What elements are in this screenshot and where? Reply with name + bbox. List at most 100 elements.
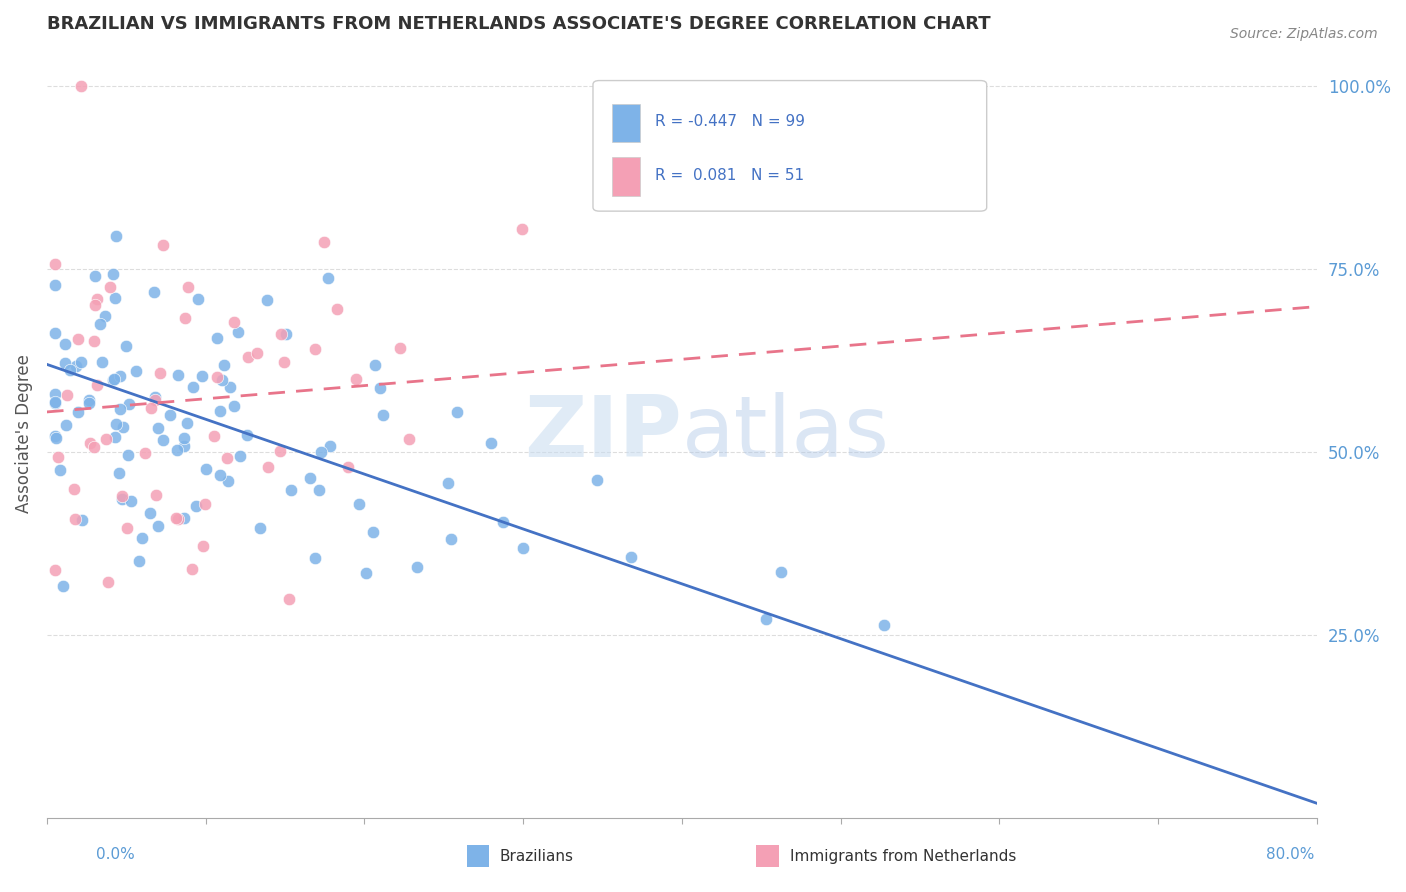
Point — [65, 359, 87, 374]
Point — [273, 355, 295, 369]
Point — [70, 355, 93, 369]
Point — [46, 450, 69, 464]
Point — [311, 445, 333, 459]
Point — [436, 476, 458, 491]
Point — [118, 397, 141, 411]
Point — [755, 611, 778, 625]
Point — [108, 466, 131, 480]
Text: ZIP: ZIP — [524, 392, 682, 475]
Point — [101, 267, 124, 281]
Point — [219, 380, 242, 394]
Point — [228, 450, 250, 464]
Point — [104, 430, 127, 444]
Text: BRAZILIAN VS IMMIGRANTS FROM NETHERLANDS ASSOCIATE'S DEGREE CORRELATION CHART: BRAZILIAN VS IMMIGRANTS FROM NETHERLANDS… — [46, 15, 990, 33]
Point — [180, 561, 202, 575]
Point — [194, 497, 217, 511]
Point — [368, 381, 391, 395]
Point — [77, 396, 100, 410]
Point — [361, 524, 384, 539]
Point — [52, 579, 75, 593]
Point — [112, 420, 135, 434]
Bar — [612, 103, 640, 142]
Point — [479, 436, 502, 450]
Point — [166, 443, 188, 458]
Point — [108, 401, 131, 416]
Point — [149, 366, 172, 380]
Point — [108, 369, 131, 384]
Point — [205, 370, 228, 384]
Point — [77, 392, 100, 407]
Point — [159, 408, 181, 422]
Point — [128, 554, 150, 568]
Point — [246, 345, 269, 359]
Point — [304, 551, 326, 566]
Point — [53, 356, 76, 370]
Point — [181, 380, 204, 394]
Text: 80.0%: 80.0% — [1267, 847, 1315, 862]
Point — [103, 372, 125, 386]
Point — [406, 559, 429, 574]
Point — [194, 462, 217, 476]
Point — [125, 364, 148, 378]
Point — [79, 436, 101, 450]
Point — [398, 432, 420, 446]
Point — [319, 439, 342, 453]
Point — [86, 378, 108, 392]
Point — [101, 373, 124, 387]
Point — [280, 483, 302, 497]
Point — [388, 341, 411, 355]
Point — [492, 515, 515, 529]
Point — [45, 431, 67, 445]
Point — [44, 429, 66, 443]
Point — [224, 399, 246, 413]
Point — [176, 416, 198, 430]
Point — [104, 291, 127, 305]
Point — [117, 448, 139, 462]
Point — [44, 396, 66, 410]
Point — [115, 521, 138, 535]
Point — [354, 566, 377, 580]
Point — [83, 334, 105, 348]
Point — [55, 418, 77, 433]
Point — [89, 317, 111, 331]
Point — [187, 292, 209, 306]
Text: R =  0.081   N = 51: R = 0.081 N = 51 — [655, 168, 804, 183]
Point — [177, 280, 200, 294]
Point — [173, 439, 195, 453]
Point — [59, 363, 82, 377]
Text: 0.0%: 0.0% — [96, 847, 135, 862]
Point — [143, 392, 166, 407]
Point — [70, 79, 93, 94]
Text: Immigrants from Netherlands: Immigrants from Netherlands — [790, 849, 1017, 863]
Point — [91, 355, 114, 369]
Point — [145, 488, 167, 502]
Point — [44, 386, 66, 401]
Point — [510, 222, 533, 236]
Point — [226, 325, 249, 339]
Point — [70, 513, 93, 527]
Point — [205, 331, 228, 345]
Point — [44, 257, 66, 271]
Point — [371, 408, 394, 422]
Point — [44, 563, 66, 577]
Point — [586, 473, 609, 487]
Point — [184, 499, 207, 513]
Point — [94, 432, 117, 446]
Point — [86, 292, 108, 306]
Point — [44, 277, 66, 292]
Point — [146, 519, 169, 533]
Point — [53, 336, 76, 351]
Point — [48, 463, 70, 477]
Point — [98, 279, 121, 293]
Y-axis label: Associate's Degree: Associate's Degree — [15, 354, 32, 513]
Point — [165, 510, 187, 524]
Text: Brazilians: Brazilians — [499, 849, 574, 863]
Bar — [612, 157, 640, 195]
Point — [139, 401, 162, 416]
Point — [446, 404, 468, 418]
Point — [193, 539, 215, 553]
Point — [173, 511, 195, 525]
Point — [173, 431, 195, 445]
Point — [142, 285, 165, 300]
Point — [278, 592, 301, 607]
